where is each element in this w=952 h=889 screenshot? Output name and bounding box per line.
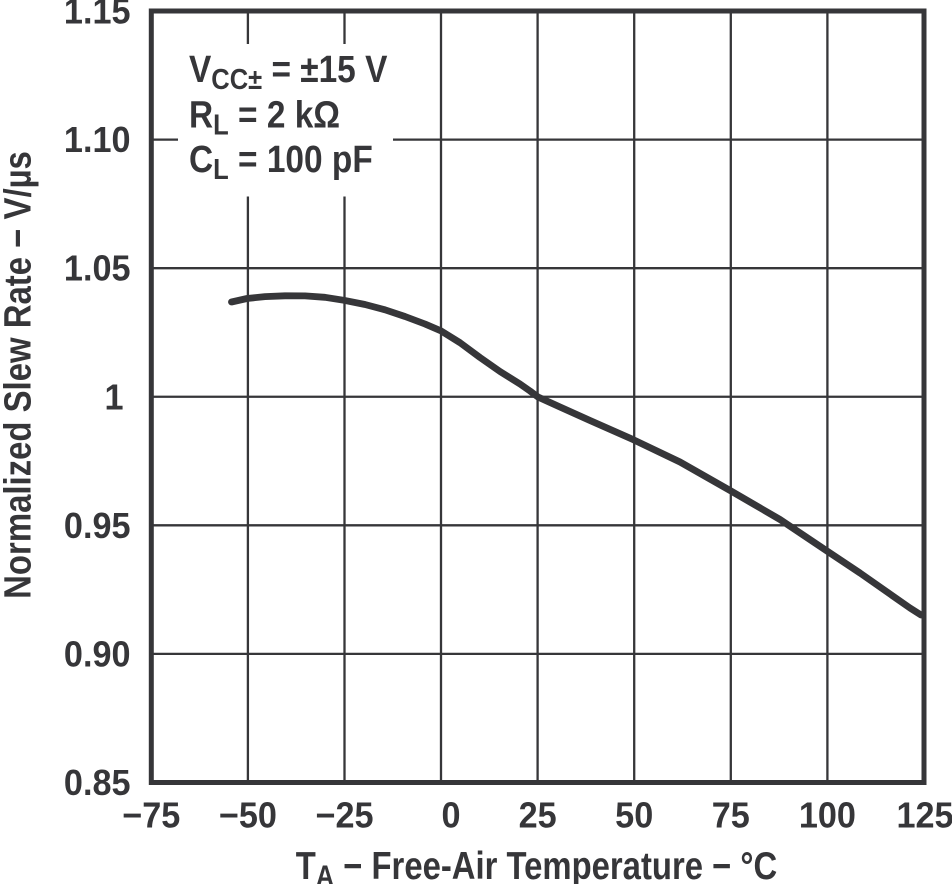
svg-text:−25: −25 [315,796,373,836]
svg-text:−75: −75 [122,796,180,836]
svg-text:RL = 2 kΩ: RL = 2 kΩ [189,93,340,140]
svg-text:−50: −50 [219,796,277,836]
svg-text:CL = 100 pF: CL = 100 pF [189,138,373,185]
svg-text:Normalized Slew Rate − V/µs: Normalized Slew Rate − V/µs [0,151,39,599]
svg-text:0.90: 0.90 [64,635,131,675]
svg-text:50: 50 [615,796,653,836]
svg-text:25: 25 [519,796,557,836]
svg-text:100: 100 [799,796,856,836]
svg-text:1.05: 1.05 [64,249,131,289]
svg-text:VCC± = ±15 V: VCC± = ±15 V [189,48,387,95]
svg-text:75: 75 [712,796,750,836]
svg-text:125: 125 [896,796,952,836]
svg-text:TA − Free-Air Temperature − °C: TA − Free-Air Temperature − °C [296,843,777,884]
svg-text:1.15: 1.15 [64,0,131,32]
svg-text:0: 0 [441,796,460,836]
svg-text:0.95: 0.95 [64,506,131,546]
svg-text:1.10: 1.10 [64,120,131,160]
svg-text:0.85: 0.85 [64,763,131,803]
svg-text:1: 1 [104,378,123,418]
